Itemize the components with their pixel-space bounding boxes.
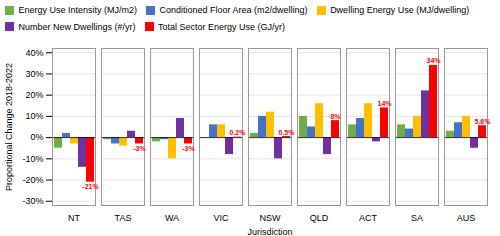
html-text:Total Sector Energy Use (GJ/yr: Total Sector Energy Use (GJ/yr) [158,21,286,32]
svg-text:30%: 30% [25,68,43,78]
svg-text:40%: 40% [25,47,43,57]
svg-text:-20%: -20% [22,174,43,184]
svg-text:NT: NT [68,212,80,222]
svg-text:0%: 0% [30,132,43,142]
svg-text:14%: 14% [377,99,392,106]
html-text:Number New Dwellings (#/yr): Number New Dwellings (#/yr) [18,21,136,32]
svg-text:5.6%: 5.6% [475,117,492,124]
html-text:Conditioned Floor Area (m2/dwe: Conditioned Floor Area (m2/dwelling) [159,5,308,16]
svg-text:8%: 8% [330,112,341,119]
svg-text:20%: 20% [25,90,43,100]
svg-text:34%: 34% [426,57,441,64]
svg-text:WA: WA [165,212,179,222]
svg-text:QLD: QLD [310,212,329,222]
svg-text:VIC: VIC [213,212,229,222]
svg-text:SA: SA [411,212,423,222]
svg-text:Jurisdiction: Jurisdiction [247,226,292,236]
svg-text:10%: 10% [25,111,43,121]
svg-text:TAS: TAS [115,212,132,222]
svg-text:0.5%: 0.5% [279,128,296,135]
svg-text:-3%: -3% [182,144,195,151]
svg-text:-3%: -3% [133,144,146,151]
svg-text:-10%: -10% [22,153,43,163]
svg-text:-30%: -30% [22,196,43,206]
html-text:Dwelling Energy Use (MJ/dwelli: Dwelling Energy Use (MJ/dwelling) [330,5,470,16]
svg-text:NSW: NSW [260,212,282,222]
svg-text:Proportional Change 2018-2022: Proportional Change 2018-2022 [4,62,14,190]
svg-text:-21%: -21% [82,183,99,190]
svg-text:0.2%: 0.2% [230,129,247,136]
svg-text:AUS: AUS [457,212,476,222]
html-text:Energy Use Intensity (MJ/m2): Energy Use Intensity (MJ/m2) [18,5,137,16]
svg-text:ACT: ACT [359,212,378,222]
